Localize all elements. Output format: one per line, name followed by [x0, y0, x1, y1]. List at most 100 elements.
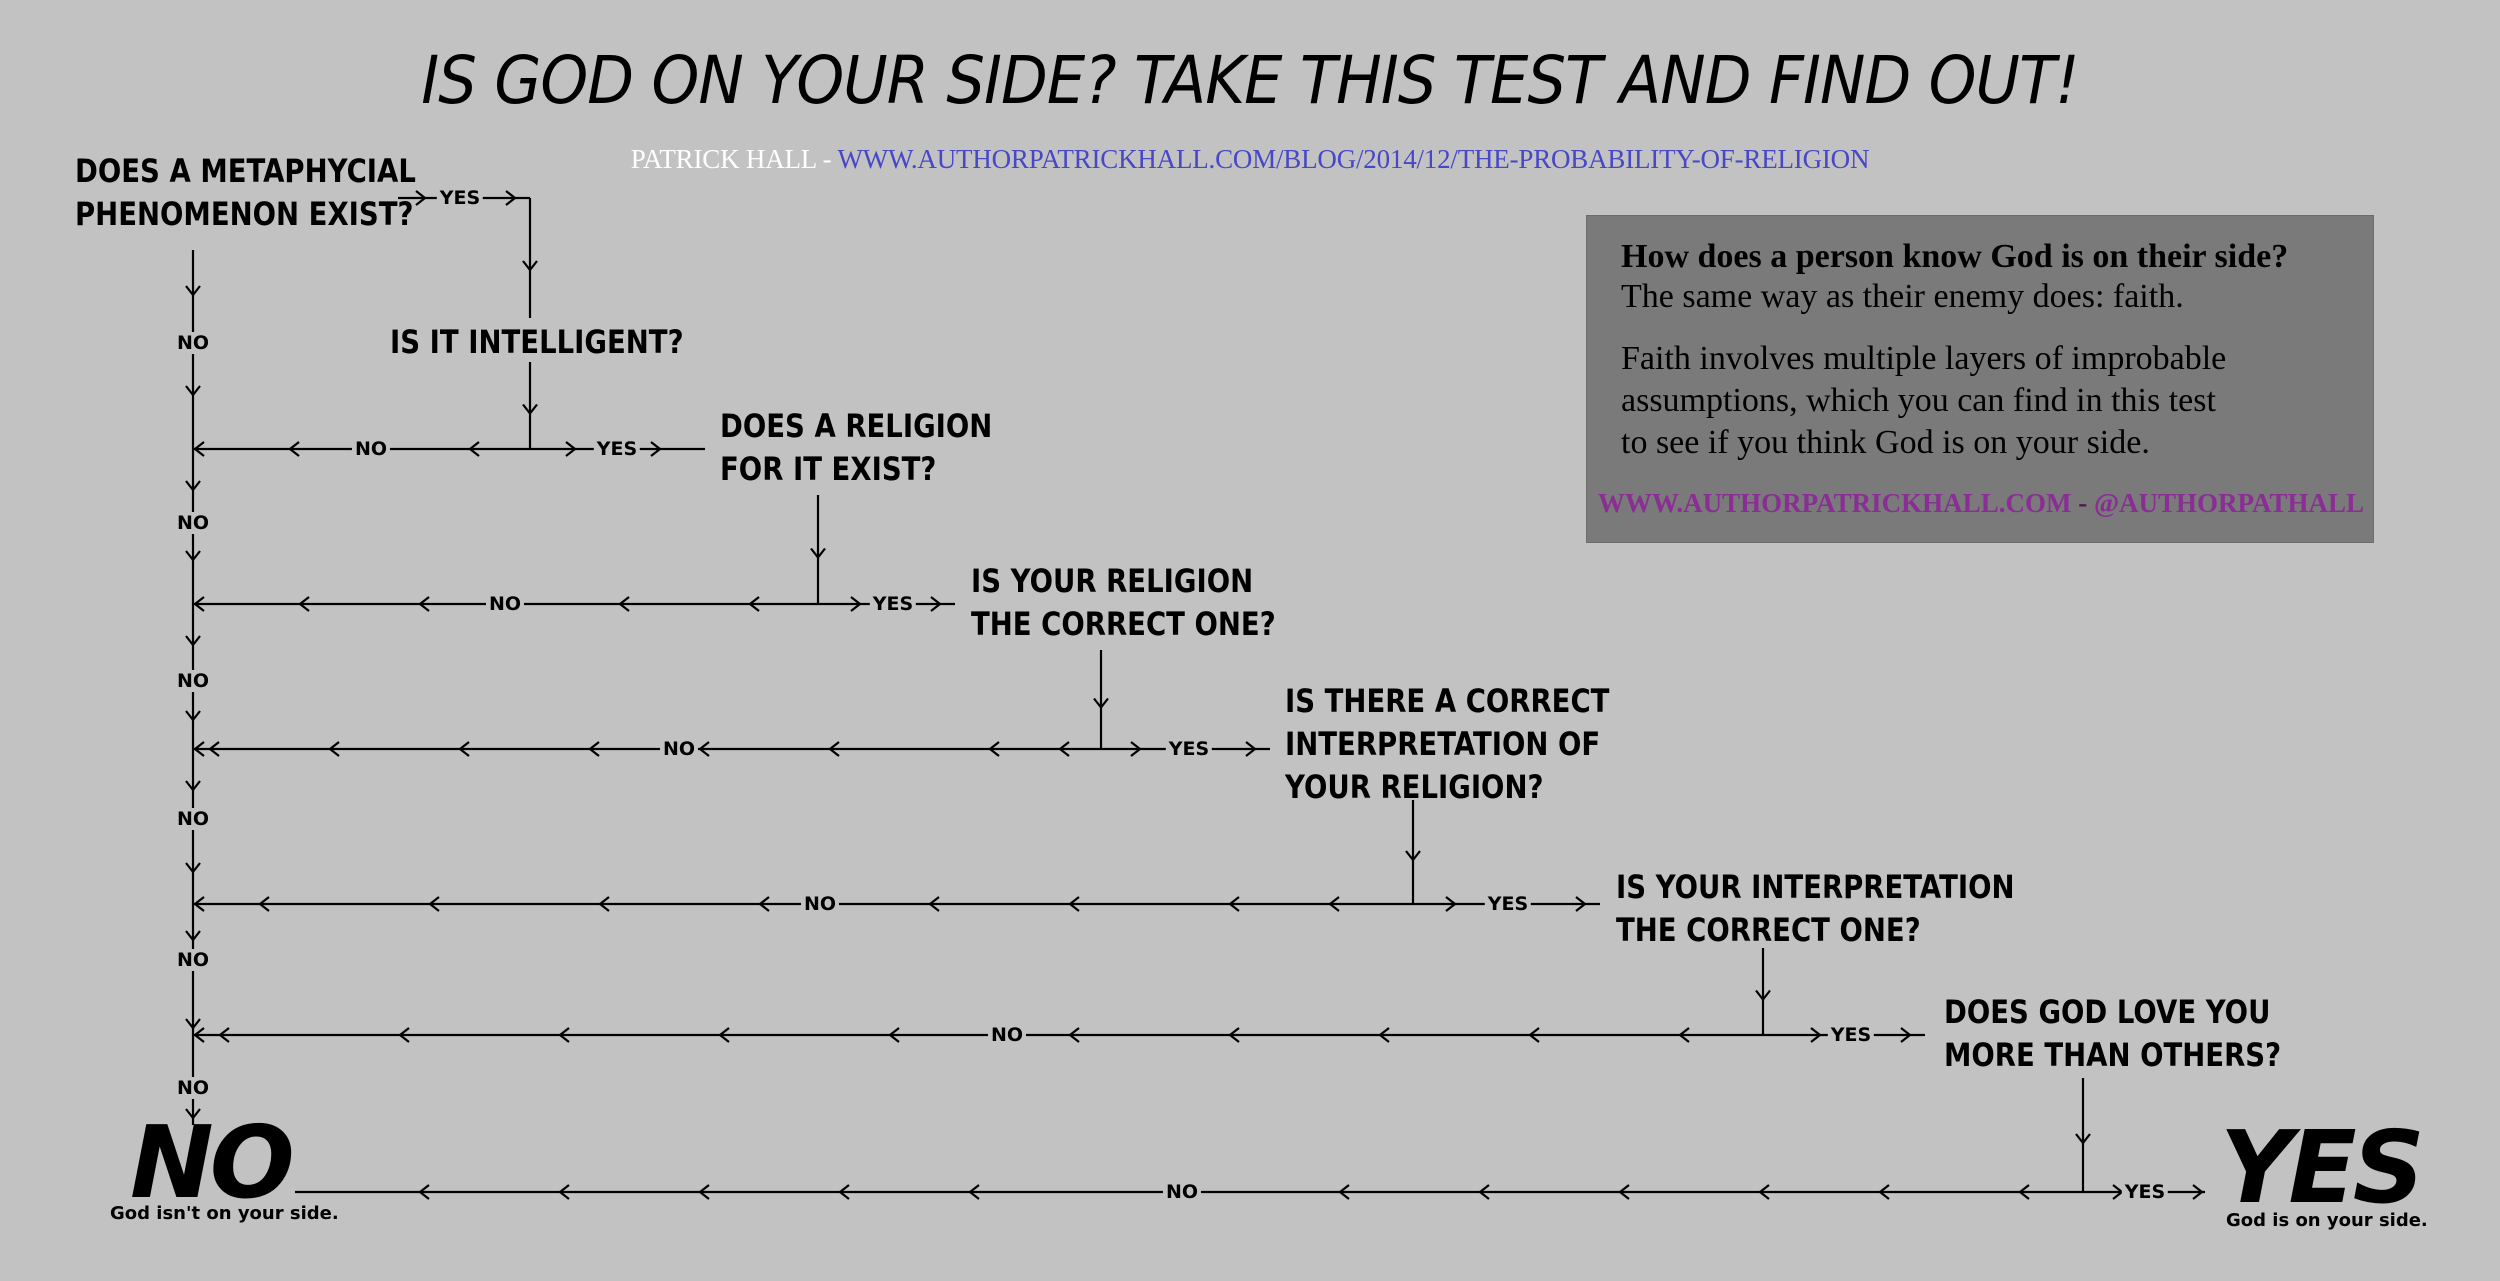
arrowhead — [748, 596, 760, 612]
yes-label: YES — [1827, 1024, 1875, 1046]
info-box: How does a person know God is on their s… — [1586, 215, 2374, 543]
arrowhead — [193, 441, 205, 457]
yes-label: YES — [869, 593, 917, 615]
arrowhead — [185, 710, 201, 722]
arrowhead — [558, 1027, 570, 1043]
no-label: NO — [987, 1024, 1027, 1046]
arrowhead — [988, 741, 1000, 757]
arrowhead — [828, 741, 840, 757]
arrowhead — [930, 596, 942, 612]
info-paragraph: Faith involves multiple layers of improb… — [1621, 340, 2227, 461]
arrowhead — [428, 896, 440, 912]
arrowhead — [1068, 1027, 1080, 1043]
info-links: WWW.AUTHORPATRICKHALL.COM - @AUTHORPATHA… — [1587, 488, 2375, 519]
no-label: NO — [485, 593, 525, 615]
arrowhead — [1478, 1184, 1490, 1200]
arrowhead — [185, 1018, 201, 1030]
arrowhead — [193, 1027, 205, 1043]
arrowhead — [522, 260, 538, 272]
no-label: NO — [173, 1077, 213, 1099]
arrowhead — [185, 862, 201, 874]
link-separator: - — [2071, 488, 2094, 518]
info-heading: How does a person know God is on their s… — [1621, 238, 2289, 275]
arrowhead — [185, 780, 201, 792]
arrowhead — [618, 596, 630, 612]
arrowhead — [468, 441, 480, 457]
arrowhead — [328, 741, 340, 757]
question-interpretation-correct: IS YOUR INTERPRETATION THE CORRECT ONE? — [1616, 868, 2015, 949]
arrowhead — [968, 1184, 980, 1200]
arrowhead — [1810, 1027, 1822, 1043]
no-label: NO — [173, 670, 213, 692]
credit-separator: - — [816, 144, 838, 174]
arrowhead — [2075, 1133, 2091, 1145]
arrowhead — [185, 480, 201, 492]
arrowhead — [208, 741, 220, 757]
arrowhead — [1068, 896, 1080, 912]
arrowhead — [1528, 1027, 1540, 1043]
question-religion-correct: IS YOUR RELIGION THE CORRECT ONE? — [971, 562, 1276, 643]
arrowhead — [1405, 850, 1421, 862]
arrowhead — [185, 285, 201, 297]
info-line: The same way as their enemy does: faith. — [1621, 278, 2184, 315]
arrowhead — [598, 896, 610, 912]
question-god-loves-you: DOES GOD LOVE YOU MORE THAN OTHERS? — [1944, 993, 2282, 1074]
arrowhead — [1093, 697, 1109, 710]
yes-label: YES — [2121, 1181, 2169, 1203]
arrowhead — [1618, 1184, 1630, 1200]
arrowhead — [1378, 1027, 1390, 1043]
blog-link[interactable]: WWW.AUTHORPATRICKHALL.COM/BLOG/2014/12/T… — [837, 144, 1870, 174]
arrowhead — [1445, 896, 1457, 912]
question-metaphysical: DOES A METAPHYCIAL PHENOMENON EXIST? — [75, 152, 416, 233]
arrowhead — [850, 596, 862, 612]
arrowhead — [298, 596, 310, 612]
arrowhead — [1130, 741, 1142, 757]
arrowhead — [185, 635, 201, 647]
no-label: NO — [659, 738, 699, 760]
arrowhead — [758, 896, 770, 912]
arrowhead — [698, 741, 710, 757]
arrowhead — [1245, 741, 1257, 757]
arrowhead — [810, 547, 826, 560]
outcome-no: NO — [130, 1104, 295, 1221]
arrowhead — [718, 1027, 730, 1043]
arrowhead — [2192, 1184, 2204, 1200]
arrowhead — [415, 190, 427, 206]
credit-line: PATRICK HALL - WWW.AUTHORPATRICKHALL.COM… — [0, 144, 2500, 175]
arrowhead — [558, 1184, 570, 1200]
arrowhead — [838, 1184, 850, 1200]
outcome-no-caption: God isn't on your side. — [110, 1203, 339, 1224]
arrowhead — [185, 1108, 201, 1120]
arrowhead — [1878, 1184, 1890, 1200]
arrowhead — [185, 550, 201, 562]
arrowhead — [650, 441, 662, 457]
arrowhead — [218, 1027, 230, 1043]
arrowhead — [928, 896, 940, 912]
no-label: NO — [351, 438, 391, 460]
author-name: PATRICK HALL — [630, 144, 817, 174]
twitter-handle-link[interactable]: @AUTHORPATHALL — [2093, 488, 2365, 518]
website-link[interactable]: WWW.AUTHORPATRICKHALL.COM — [1597, 488, 2072, 518]
arrowhead — [505, 190, 517, 206]
arrowhead — [522, 403, 538, 416]
arrowhead — [1575, 896, 1587, 912]
arrowhead — [1900, 1027, 1912, 1043]
question-intelligent: IS IT INTELLIGENT? — [390, 323, 684, 361]
arrowhead — [1755, 989, 1771, 1002]
arrowhead — [1228, 1027, 1240, 1043]
no-label: NO — [173, 949, 213, 971]
arrowhead — [1338, 1184, 1350, 1200]
arrowhead — [193, 596, 205, 612]
arrowhead — [288, 441, 300, 457]
arrowhead — [2018, 1184, 2030, 1200]
arrowhead — [565, 441, 577, 457]
no-label: NO — [1162, 1181, 1202, 1203]
no-label: NO — [173, 332, 213, 354]
arrowhead — [193, 741, 205, 757]
no-label: NO — [173, 512, 213, 534]
yes-label: YES — [1165, 738, 1213, 760]
arrowhead — [888, 1027, 900, 1043]
arrowhead — [1328, 896, 1340, 912]
arrowhead — [588, 741, 600, 757]
yes-label: YES — [593, 438, 641, 460]
